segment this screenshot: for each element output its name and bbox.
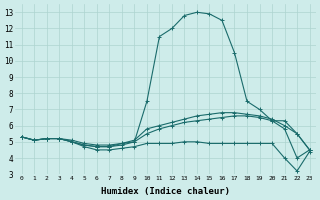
X-axis label: Humidex (Indice chaleur): Humidex (Indice chaleur) — [101, 187, 230, 196]
